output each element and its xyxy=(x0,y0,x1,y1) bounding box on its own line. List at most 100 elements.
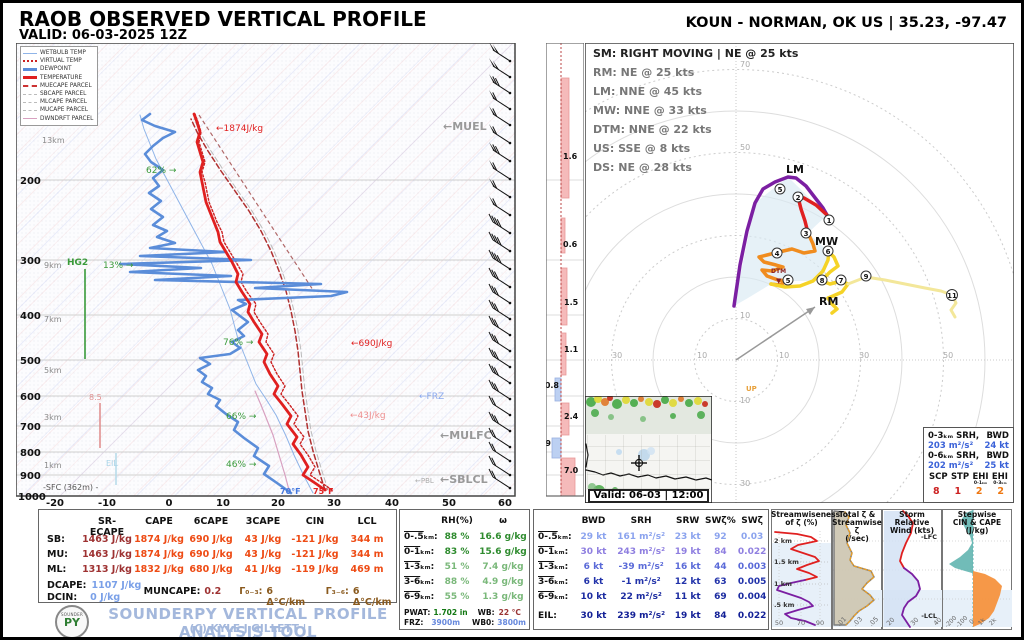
label-6: 6 xyxy=(826,248,831,256)
barb-tick xyxy=(488,427,494,437)
table-row: PWAT: 1.702 in WB: 22 °C xyxy=(400,608,529,617)
logo-top-text: SOUNDER xyxy=(60,612,84,617)
table-row: 6-9ₖₘ: 10 kt 22 m²/s² 11 kt 69 0.004 xyxy=(534,592,768,602)
barb-pennant xyxy=(489,160,496,170)
dcape-label: DCAPE: xyxy=(47,580,87,591)
barb-tick xyxy=(491,215,497,224)
label-1-1: 1.1 xyxy=(564,345,579,354)
shape xyxy=(685,399,693,407)
wb-value: 22 °C xyxy=(498,608,521,617)
state-boundary xyxy=(585,443,589,468)
label-700: 700 xyxy=(20,422,41,433)
barb-tick xyxy=(492,144,498,153)
barb-tick xyxy=(491,397,497,406)
sr-wind-shade xyxy=(734,177,829,306)
barb-tick xyxy=(488,267,494,277)
value-cell: 63 xyxy=(714,577,727,587)
mixing-ratio-value: 1.3 g/kg xyxy=(482,592,524,602)
label-dtm: DTM xyxy=(771,268,786,275)
stepwise-cape xyxy=(973,571,1002,627)
barb-tick xyxy=(488,249,494,259)
panel-title-line: Streamwise ζ xyxy=(832,517,882,535)
label-20: 20 xyxy=(885,616,897,628)
barb-tick xyxy=(496,237,502,246)
wind-barb-dot xyxy=(508,445,512,449)
wind-barb xyxy=(492,113,511,126)
value-cell: 29 kt xyxy=(580,532,607,542)
rh-value: 88 % xyxy=(444,532,470,542)
shape xyxy=(678,396,684,402)
label-0-6: 0.6 xyxy=(563,240,578,249)
label-9km: 9km xyxy=(44,261,62,270)
index-header: EHI 0-1ₖₘ xyxy=(972,472,989,486)
label-75-f: 75°F xyxy=(313,487,334,496)
omega-header: ω xyxy=(499,516,507,526)
legend-swatch xyxy=(23,109,37,111)
value-cell: 0.022 xyxy=(737,547,767,557)
wind-barb-dot xyxy=(508,141,512,145)
shape xyxy=(640,416,646,422)
label--frz: ←FRZ xyxy=(419,392,444,402)
stepwise-canvas: -200-1000 1k 2k xyxy=(943,510,1012,628)
srw-upper xyxy=(899,510,914,569)
label-10: 10 xyxy=(740,396,750,405)
label-0: 0 xyxy=(968,618,976,626)
barb-tick xyxy=(488,395,494,405)
wind-barb-dot xyxy=(508,267,512,271)
muncape-label: MUNCAPE: xyxy=(143,586,201,597)
table-row: MU: 1463 J/kg 1874 J/kg 690 J/kg 43 J/kg -121… xyxy=(39,549,396,560)
composite-indices-box: 0-3ₖₘ SRH, BWD 203 m²/s² 24 kt 0-6ₖₘ SRH… xyxy=(923,427,1014,503)
streamwiseness-title: Streamwiseness of ζ (%) xyxy=(771,511,840,527)
shape xyxy=(638,449,650,461)
dcin-label: DCIN: xyxy=(47,592,78,603)
barb-tick xyxy=(493,319,499,328)
shape xyxy=(697,411,705,419)
barb-tick xyxy=(491,470,497,479)
parcel-descent xyxy=(198,114,314,291)
wind-barb xyxy=(492,203,511,216)
column-header: SWζ xyxy=(741,516,763,526)
label-50: 50 xyxy=(775,619,783,627)
barb-tick xyxy=(493,367,499,376)
shape xyxy=(585,152,944,503)
downdraft-parcel-curve xyxy=(254,390,290,491)
streamwiseness-lower xyxy=(776,579,816,626)
layer-label: 3-6ₖₘ: xyxy=(538,577,569,587)
wind-barb-dot xyxy=(508,123,512,127)
value-cell: 0.005 xyxy=(737,577,767,587)
shape xyxy=(645,398,653,406)
sm-readout-line: DS: NE @ 28 kts xyxy=(593,161,692,174)
label-40: 40 xyxy=(932,616,942,628)
bwd03-label: BWD xyxy=(986,431,1009,441)
wind-barb xyxy=(492,435,511,448)
barb-tick xyxy=(493,303,499,312)
sm-readout-line: MW: NNE @ 33 kts xyxy=(593,104,707,117)
label-40: 40 xyxy=(385,498,399,508)
label-7-0: 7.0 xyxy=(564,466,579,475)
sm-readout-line: SM: RIGHT MOVING | NE @ 25 kts xyxy=(593,47,799,60)
mixing-ratio-value: 15.6 g/kg xyxy=(479,547,527,557)
label-1-6: 1.6 xyxy=(563,152,578,161)
streamwiseness-canvas: 2 km 1.5 km 1 km .5 km 50 70 90 xyxy=(772,531,831,627)
shape xyxy=(792,191,804,203)
label-4: 4 xyxy=(775,250,780,258)
skewt-plot: ←1874J/kg ←MUEL 62% → HG2 13% → 76% → ←690J/kg… xyxy=(16,43,516,508)
table-row: 0-.5ₖₘ: 29 kt 161 m²/s² 23 kt 92 0.03 xyxy=(534,532,768,542)
label--muel: ←MUEL xyxy=(443,120,487,133)
label-10: 10 xyxy=(740,311,750,320)
dcape-value: 1107 J/kg xyxy=(91,580,142,591)
legend-swatch xyxy=(23,52,37,54)
logo-main-text: PY xyxy=(63,616,81,629)
barb-tick xyxy=(488,331,494,341)
shape xyxy=(601,398,609,406)
wind-barb-dot xyxy=(508,213,512,217)
barb-tick xyxy=(491,317,497,326)
sounderpy-logo: SOUNDER PY xyxy=(55,605,89,637)
value-cell: -1 m²/s² xyxy=(621,577,661,587)
value-cell: 43 J/kg xyxy=(244,549,282,560)
shape xyxy=(634,458,644,468)
row-label: MU: xyxy=(47,549,68,560)
layer-label: 0-.5ₖₘ: xyxy=(538,532,572,542)
label-0: 0 xyxy=(166,498,173,508)
shape xyxy=(647,447,655,455)
